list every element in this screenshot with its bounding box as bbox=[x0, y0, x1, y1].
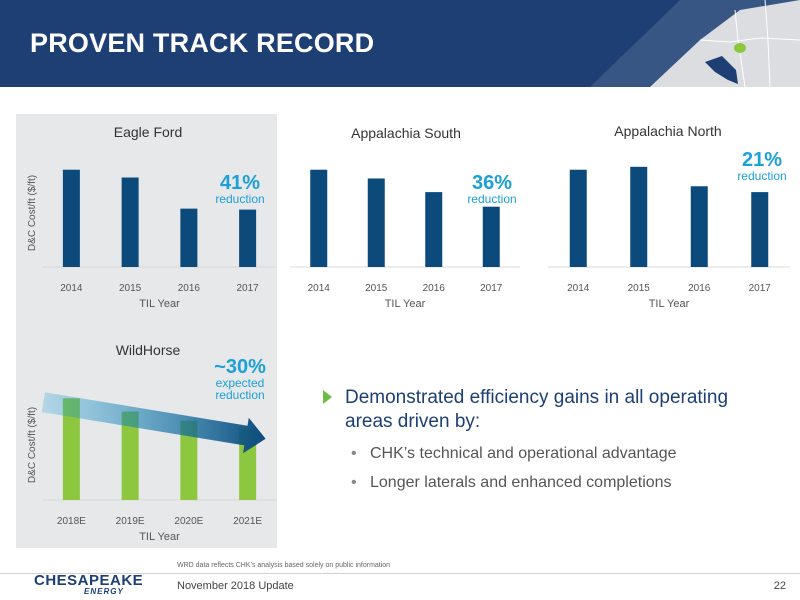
chart-title: Appalachia North bbox=[614, 123, 721, 139]
bar bbox=[180, 208, 198, 267]
x-tick-label: 2021E bbox=[233, 516, 262, 527]
x-tick-label: 2017 bbox=[480, 283, 503, 294]
x-tick-label: 2016 bbox=[178, 283, 201, 294]
bar bbox=[121, 177, 139, 267]
sub-bullet: • CHK’s technical and operational advant… bbox=[320, 444, 780, 464]
footer-divider bbox=[0, 573, 800, 574]
y-axis-label: D&C Cost/ft ($/ft) bbox=[27, 407, 38, 483]
bar bbox=[62, 398, 80, 500]
bar bbox=[121, 411, 139, 500]
x-tick-label: 2016 bbox=[688, 283, 711, 294]
bar bbox=[180, 420, 198, 500]
chart-title: Appalachia South bbox=[351, 125, 461, 141]
reduction-label: expected bbox=[216, 376, 265, 390]
x-tick-label: 2017 bbox=[237, 283, 260, 294]
sub-bullet-list: • CHK’s technical and operational advant… bbox=[320, 444, 780, 493]
dot-bullet-icon: • bbox=[351, 474, 357, 491]
page-title: PROVEN TRACK RECORD bbox=[30, 28, 375, 58]
bar bbox=[425, 192, 443, 267]
sub-bullet-text: Longer laterals and enhanced completions bbox=[370, 474, 672, 491]
eagle-ford-region bbox=[705, 56, 738, 84]
x-tick-label: 2015 bbox=[119, 283, 142, 294]
bar bbox=[367, 178, 385, 267]
footnote: WRD data reflects CHK’s analysis based s… bbox=[177, 562, 391, 569]
x-tick-label: 2015 bbox=[628, 283, 651, 294]
map-border bbox=[764, 0, 771, 87]
sub-bullet: • Longer laterals and enhanced completio… bbox=[320, 473, 780, 493]
main-bullet-text: Demonstrated efficiency gains in all ope… bbox=[345, 387, 729, 432]
footer-date: November 2018 Update bbox=[177, 580, 294, 592]
map-graphic bbox=[590, 0, 800, 87]
triangle-bullet-icon bbox=[323, 390, 332, 404]
dot-bullet-icon: • bbox=[351, 445, 357, 462]
reduction-label: reduction bbox=[467, 192, 516, 206]
page-number: 22 bbox=[773, 580, 786, 592]
x-tick-label: 2015 bbox=[365, 283, 388, 294]
company-logo: CHESAPEAKE ENERGY bbox=[34, 572, 174, 598]
bullet-list: Demonstrated efficiency gains in all ope… bbox=[320, 386, 780, 493]
logo-subtext: ENERGY bbox=[84, 587, 124, 596]
map-border bbox=[734, 9, 746, 87]
bar bbox=[751, 192, 769, 267]
map-border bbox=[699, 37, 800, 43]
sub-bullet-text: CHK’s technical and operational advantag… bbox=[370, 445, 677, 462]
chart-title: Eagle Ford bbox=[114, 124, 182, 140]
chart-title: WildHorse bbox=[116, 342, 181, 358]
bar bbox=[690, 186, 708, 267]
x-tick-label: 2019E bbox=[116, 516, 145, 527]
x-tick-label: 2018E bbox=[57, 516, 86, 527]
x-axis-label: TIL Year bbox=[139, 531, 180, 543]
reduction-label: reduction bbox=[215, 388, 264, 402]
x-tick-label: 2014 bbox=[567, 283, 590, 294]
x-tick-label: 2020E bbox=[174, 516, 203, 527]
reduction-value: 41% bbox=[220, 172, 260, 194]
bar bbox=[239, 209, 257, 267]
x-tick-label: 2016 bbox=[423, 283, 446, 294]
x-tick-label: 2014 bbox=[308, 283, 331, 294]
reduction-value: 36% bbox=[472, 172, 512, 194]
bar bbox=[62, 169, 80, 267]
main-bullet: Demonstrated efficiency gains in all ope… bbox=[320, 386, 780, 434]
reduction-label: reduction bbox=[737, 169, 786, 183]
x-axis-label: TIL Year bbox=[139, 298, 180, 310]
x-tick-label: 2014 bbox=[60, 283, 83, 294]
bar bbox=[310, 169, 328, 267]
x-axis-label: TIL Year bbox=[385, 298, 426, 310]
logo-text: CHESAPEAKE bbox=[34, 572, 144, 589]
reduction-value: 21% bbox=[742, 149, 782, 171]
left-panel-background bbox=[16, 114, 277, 548]
header-banner: PROVEN TRACK RECORD bbox=[0, 0, 800, 87]
wildhorse-region bbox=[734, 43, 746, 53]
trend-arrow bbox=[41, 392, 266, 454]
bar bbox=[482, 206, 500, 267]
bar bbox=[569, 169, 587, 267]
x-tick-label: 2017 bbox=[749, 283, 772, 294]
x-axis-label: TIL Year bbox=[649, 298, 690, 310]
y-axis-label: D&C Cost/ft ($/ft) bbox=[27, 175, 38, 251]
reduction-value: ~30% bbox=[214, 356, 266, 378]
bar bbox=[630, 166, 648, 267]
reduction-label: reduction bbox=[215, 192, 264, 206]
map-land bbox=[650, 0, 800, 87]
